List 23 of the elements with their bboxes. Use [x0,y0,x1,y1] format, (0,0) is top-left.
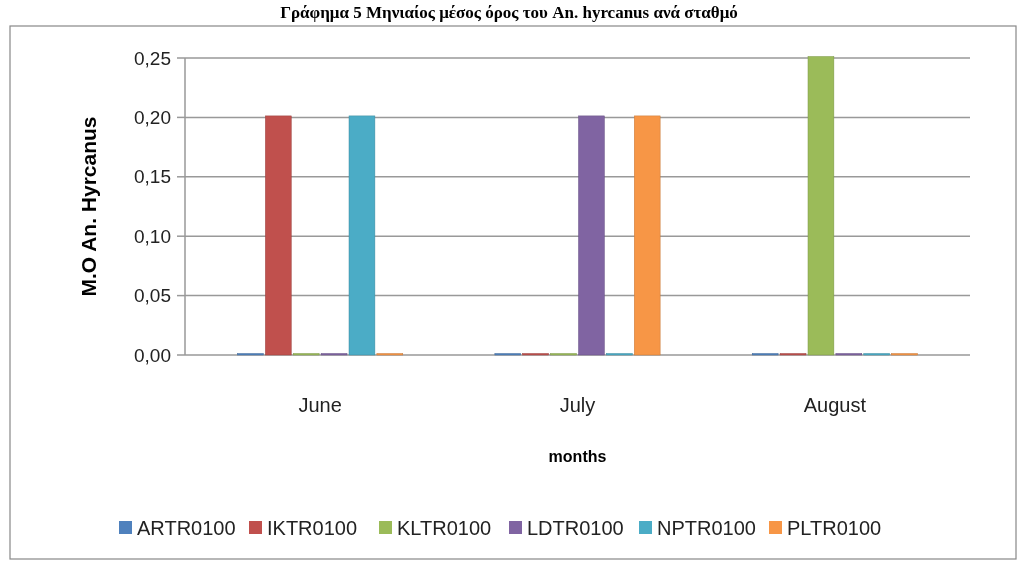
x-tick-label: August [803,394,867,416]
chart-title: Γράφημα 5 Μηνιαίος μέσος όρος του An. hyrcanus ανά σταθμό [280,3,738,22]
y-tick-label: 0,00 [134,344,171,366]
bar [807,56,835,356]
x-tick-label: July [559,394,596,416]
y-tick-label: 0,20 [134,107,171,129]
y-tick-label: 0,15 [134,166,171,188]
y-tick-label: 0,05 [134,285,171,307]
y-axis-title: M.O An. Hyrcanus [77,116,100,297]
legend-label: NPTR0100 [657,517,756,539]
legend-label: ARTR0100 [137,517,236,539]
x-tick-label: June [298,394,342,416]
legend-label: PLTR0100 [787,517,882,539]
bar [348,115,376,356]
bar [265,115,292,356]
legend-label: IKTR0100 [267,517,358,539]
y-tick-label: 0,10 [134,225,171,247]
bar [634,115,661,356]
legend-label: KLTR0100 [397,517,492,539]
legend-label: LDTR0100 [527,517,624,539]
bar [578,115,605,356]
x-axis-title: months [548,448,607,465]
y-tick-label: 0,25 [134,47,171,69]
